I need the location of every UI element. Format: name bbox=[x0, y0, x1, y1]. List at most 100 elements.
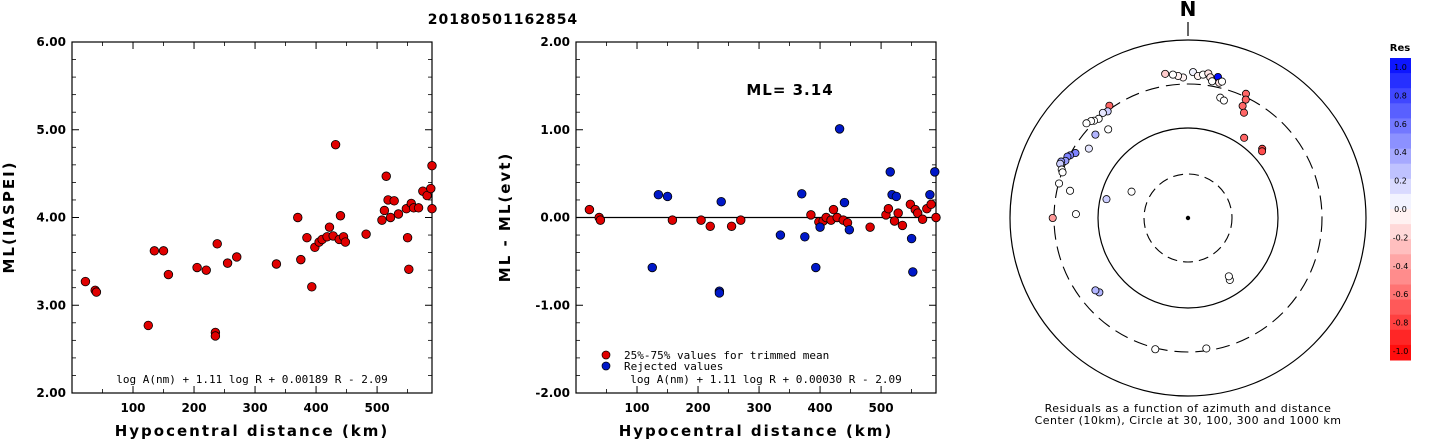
data-point bbox=[839, 197, 850, 208]
data-point bbox=[192, 262, 202, 273]
colorbar-tick-label: -0.6 bbox=[1393, 290, 1409, 299]
colorbar-segment bbox=[1390, 133, 1411, 150]
station-residual-point bbox=[1258, 147, 1267, 156]
y-tick-label: 0.00 bbox=[540, 211, 570, 225]
data-point bbox=[844, 225, 855, 235]
data-point bbox=[340, 237, 351, 247]
station-residual-point bbox=[1241, 95, 1250, 104]
data-point bbox=[662, 191, 673, 202]
data-point bbox=[897, 220, 908, 231]
data-point bbox=[296, 254, 306, 265]
center-marker bbox=[1185, 215, 1191, 221]
data-point bbox=[379, 205, 390, 216]
caption-line-1: Residuals as a function of azimuth and d… bbox=[1045, 402, 1332, 415]
colorbar-tick-label: 0.8 bbox=[1394, 91, 1407, 100]
ring-30km bbox=[1143, 173, 1233, 263]
station-residual-point bbox=[1071, 210, 1080, 219]
station-residual-point bbox=[1066, 186, 1075, 195]
x-tick-label: 400 bbox=[808, 401, 833, 415]
colorbar-segment bbox=[1390, 224, 1411, 240]
station-residual-point bbox=[1091, 130, 1100, 139]
data-point bbox=[815, 222, 825, 232]
residual-vs-distance-chart: -2.00 -1.00 0.00 1.00 2.00 100 200 300 400 500 M… bbox=[496, 35, 941, 440]
station-residual-point bbox=[1127, 187, 1136, 196]
colorbar-tick-label: -1.0 bbox=[1393, 347, 1409, 356]
data-point bbox=[143, 320, 153, 331]
data-point bbox=[80, 276, 91, 287]
ring-100km bbox=[1097, 127, 1279, 309]
data-point bbox=[906, 233, 917, 244]
data-point bbox=[91, 287, 102, 297]
colorbar-tick-label: -0.8 bbox=[1393, 319, 1409, 328]
colorbar-segment bbox=[1390, 254, 1411, 270]
data-point bbox=[716, 197, 726, 207]
x-tick-label: 300 bbox=[747, 401, 772, 415]
data-point bbox=[426, 183, 436, 194]
data-point bbox=[404, 264, 414, 274]
colorbar-tick-label: 0.4 bbox=[1394, 148, 1407, 157]
azimuth-distance-polar-plot: N Residuals as a function of azimuth and… bbox=[1009, 0, 1367, 427]
station-residual-point bbox=[1238, 102, 1247, 111]
y-tick-label: -1.00 bbox=[535, 298, 570, 312]
legend-marker-rejected bbox=[601, 361, 611, 371]
data-point bbox=[828, 204, 839, 215]
data-point bbox=[330, 139, 341, 150]
data-point bbox=[891, 191, 902, 202]
figure-title: 20180501162854 bbox=[428, 12, 578, 28]
y-tick-label: 5.00 bbox=[36, 123, 66, 137]
y-axis-label: ML(IASPEI) bbox=[0, 160, 18, 273]
data-point bbox=[865, 222, 875, 232]
data-point bbox=[361, 229, 371, 239]
data-point bbox=[324, 222, 335, 232]
colorbar-segment bbox=[1390, 344, 1411, 361]
data-point bbox=[800, 232, 810, 242]
colorbar-segment bbox=[1390, 88, 1411, 104]
station-residual-point bbox=[1239, 108, 1248, 117]
residual-colorbar: Res 1.0 0.8 0.6 0.4 0.2 0.0 -0.2 -0.4 -0.6 -0.8 -1… bbox=[1390, 43, 1411, 361]
data-point bbox=[427, 204, 437, 214]
station-residual-point bbox=[1102, 195, 1111, 204]
data-point bbox=[595, 215, 606, 225]
data-point bbox=[385, 212, 396, 223]
data-point bbox=[705, 221, 715, 231]
station-residual-point bbox=[1084, 144, 1093, 153]
y-axis-label: ML - ML(evt) bbox=[496, 152, 514, 282]
station-residual-point bbox=[1091, 286, 1100, 295]
data-point bbox=[293, 212, 303, 223]
station-residual-point bbox=[1151, 345, 1160, 354]
colorbar-segment bbox=[1390, 284, 1411, 301]
data-point bbox=[811, 262, 821, 273]
data-point bbox=[653, 189, 664, 200]
y-tick-label: 2.00 bbox=[36, 386, 66, 400]
x-tick-label: 400 bbox=[304, 401, 329, 415]
data-point bbox=[584, 204, 595, 215]
colorbar-segment bbox=[1390, 103, 1411, 119]
colorbar-segment bbox=[1390, 73, 1411, 89]
colorbar-segment bbox=[1390, 299, 1411, 316]
station-residual-point bbox=[1058, 168, 1067, 177]
ml-value-label: ML= 3.14 bbox=[746, 81, 833, 99]
station-residual-point bbox=[1104, 125, 1113, 134]
data-point bbox=[926, 199, 936, 210]
data-point bbox=[797, 189, 807, 199]
data-point bbox=[158, 246, 169, 256]
x-tick-label: 200 bbox=[686, 401, 711, 415]
colorbar-tick-label: 0.6 bbox=[1394, 120, 1407, 129]
station-residual-point bbox=[1202, 344, 1211, 353]
colorbar-tick-label: -0.4 bbox=[1393, 262, 1409, 271]
y-tick-label: -2.00 bbox=[535, 386, 570, 400]
colorbar-segment bbox=[1390, 118, 1411, 134]
data-point bbox=[667, 215, 678, 225]
x-tick-label: 300 bbox=[243, 401, 268, 415]
data-point bbox=[834, 124, 845, 134]
data-point bbox=[232, 252, 242, 262]
data-point bbox=[925, 189, 935, 200]
data-point bbox=[402, 232, 413, 243]
legend-label-rejected: Rejected values bbox=[624, 360, 723, 373]
data-point bbox=[647, 262, 657, 273]
colorbar-segment bbox=[1390, 193, 1411, 210]
colorbar-segment bbox=[1390, 314, 1411, 331]
data-point bbox=[163, 269, 174, 280]
data-point bbox=[775, 230, 786, 240]
